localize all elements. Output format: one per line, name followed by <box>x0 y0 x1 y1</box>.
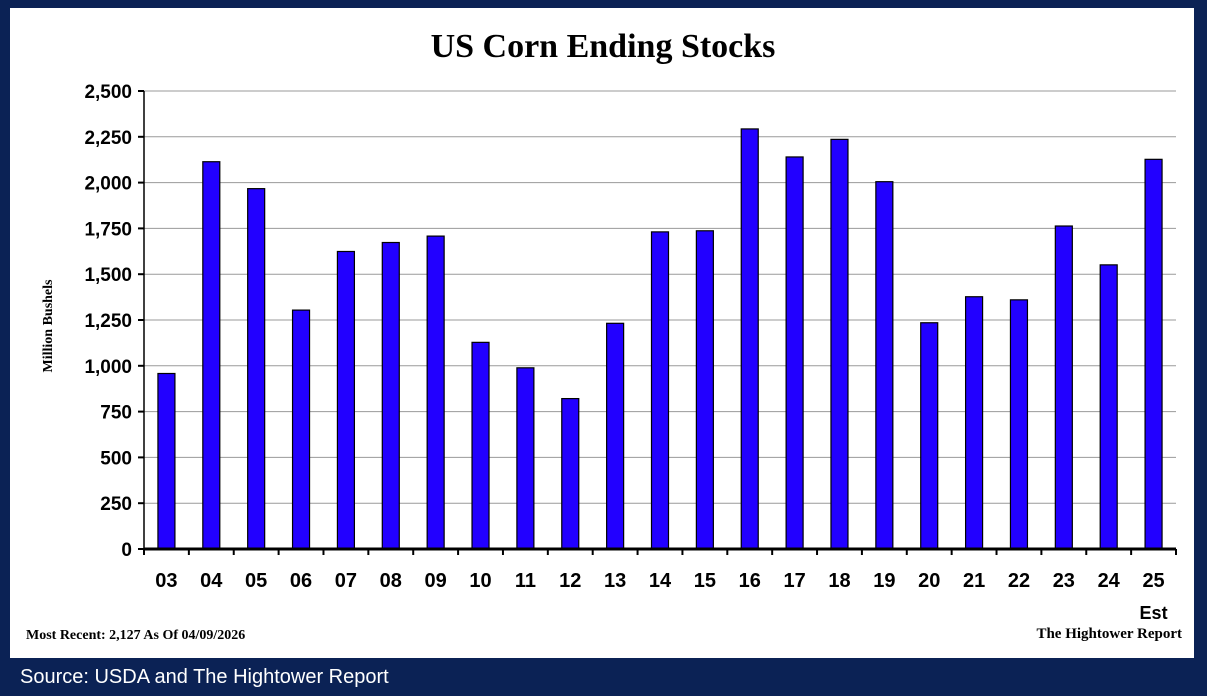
bar <box>471 341 490 550</box>
bar <box>1144 158 1163 550</box>
bar <box>606 322 625 550</box>
bar <box>1099 264 1118 550</box>
x-tick-label: 05 <box>245 570 267 592</box>
bar <box>740 128 759 550</box>
x-tick-label: 18 <box>828 570 850 592</box>
y-tick-label: 1,500 <box>84 265 132 286</box>
x-tick-label: 23 <box>1053 570 1075 592</box>
x-tick-label: 24 <box>1098 570 1121 592</box>
bar <box>830 138 849 550</box>
most-recent-note: Most Recent: 2,127 As Of 04/09/2026 <box>26 628 246 643</box>
y-tick-label: 1,250 <box>84 311 132 332</box>
bar <box>426 235 445 550</box>
bar <box>157 372 176 550</box>
x-tick-label: 14 <box>649 570 672 592</box>
y-tick-label: 2,500 <box>84 82 132 103</box>
x-tick-label: 17 <box>783 570 805 592</box>
y-axis-label: Million Bushels <box>41 279 56 373</box>
x-tick-label: 03 <box>155 570 177 592</box>
x-tick-label: 06 <box>290 570 312 592</box>
bar <box>1009 299 1029 550</box>
bar <box>920 322 939 550</box>
x-tick-label: 07 <box>335 570 357 592</box>
bar <box>247 188 266 550</box>
x-tick-label: 08 <box>380 570 402 592</box>
y-tick-label: 0 <box>121 540 132 561</box>
x-tick-label: 04 <box>200 570 223 592</box>
x-tick-label: 16 <box>739 570 761 592</box>
y-tick-label: 1,000 <box>84 357 132 378</box>
bar <box>785 156 804 550</box>
x-tick-labels: 03 04 05 06 07 08 09 10 11 12 13 14 15 16 17 18 19 20 21 22… <box>155 570 1167 623</box>
y-tick-label: 250 <box>100 494 132 515</box>
x-tick-label: 11 <box>515 570 536 592</box>
bar-chart: US Corn Ending Stocks 0 250 500 750 1,000 1,2… <box>41 28 1177 623</box>
x-tick-label: 20 <box>918 570 940 592</box>
x-tick-label: 25 <box>1142 570 1164 592</box>
bar <box>291 309 311 550</box>
x-tick-label: 15 <box>694 570 716 592</box>
bar <box>336 250 356 550</box>
x-tick-label: 09 <box>425 570 447 592</box>
bar <box>561 397 580 550</box>
bar <box>650 231 670 550</box>
bar <box>875 181 894 550</box>
chart-panel: US Corn Ending Stocks 0 250 500 750 1,000 1,2… <box>10 8 1194 658</box>
x-tick-label: 13 <box>604 570 626 592</box>
y-tick-label: 2,250 <box>84 128 132 149</box>
bar <box>1054 225 1073 550</box>
x-tick-sublabel: Est <box>1140 603 1168 623</box>
source-caption: Source: USDA and The Hightower Report <box>20 666 389 688</box>
x-tick-label: 10 <box>469 570 491 592</box>
bar <box>516 367 535 550</box>
bar <box>964 296 984 550</box>
y-tick-label: 500 <box>100 448 132 469</box>
y-tick-label: 750 <box>100 403 132 424</box>
bar <box>202 161 221 550</box>
x-tick-label: 12 <box>559 570 581 592</box>
bars <box>157 128 1163 550</box>
y-tick-label: 2,000 <box>84 174 132 195</box>
y-tick-label: 1,750 <box>84 219 132 240</box>
bar <box>381 241 400 550</box>
x-tick-label: 22 <box>1008 570 1030 592</box>
y-tick-labels: 0 250 500 750 1,000 1,250 1,500 1,750 2,000 2,250… <box>84 82 144 561</box>
credit-note: The Hightower Report <box>1036 626 1182 642</box>
x-tick-label: 19 <box>873 570 895 592</box>
x-tick-label: 21 <box>963 570 985 592</box>
chart-title: US Corn Ending Stocks <box>431 28 776 65</box>
bar <box>695 230 714 550</box>
